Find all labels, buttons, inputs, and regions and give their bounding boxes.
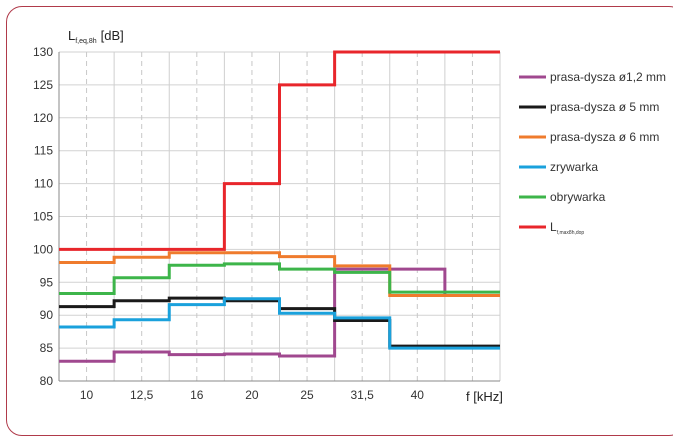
x-tick-label: 12,5 [130,388,154,402]
legend: prasa-dysza ø1,2 mm prasa-dysza ø 5 mm pra… [519,70,666,236]
series-line [59,50,500,251]
legend-label: obrywarka [550,190,606,204]
series-line [59,262,500,295]
x-tick-label: 10 [80,388,94,402]
tick-labels: 80 85 90 95 100 105 110 115 120 125 130 10 12,5 16 20 2… [33,45,424,402]
y-tick-label: 100 [33,242,53,256]
y-axis-title: Lf,eq,8h [dB] [68,28,124,45]
y-tick-label: 90 [40,308,54,322]
legend-label: prasa-dysza ø 6 mm [550,130,659,144]
x-axis-title: f [kHz] [466,389,503,404]
y-tick-label: 120 [33,111,53,125]
legend-label: Lf,max8h,dop [550,220,584,236]
x-tick-label: 16 [190,388,204,402]
y-tick-label: 105 [33,210,53,224]
legend-label: prasa-dysza ø 5 mm [550,100,659,114]
series-layer [59,50,500,363]
y-tick-label: 110 [34,177,53,191]
y-tick-label: 80 [40,374,54,388]
series-line [59,297,500,350]
y-axis-title-main: L [68,28,75,43]
y-tick-label: 115 [34,144,53,158]
series-line [59,267,500,363]
legend-label: zrywarka [550,160,598,174]
x-tick-label: 20 [245,388,259,402]
y-tick-label: 130 [33,45,53,59]
y-axis-title-unit: [dB] [101,28,124,43]
x-tick-label: 31,5 [351,388,375,402]
x-tick-label: 40 [411,388,425,402]
x-tick-label: 25 [300,388,314,402]
y-axis-title-sub: f,eq,8h [75,38,97,45]
y-tick-label: 85 [40,341,54,355]
legend-label: prasa-dysza ø1,2 mm [550,70,666,84]
y-tick-label: 125 [33,78,53,92]
y-tick-label: 95 [40,275,54,289]
chart: 80 85 90 95 100 105 110 115 120 125 130 10 12,5 16 20 2… [33,28,666,404]
